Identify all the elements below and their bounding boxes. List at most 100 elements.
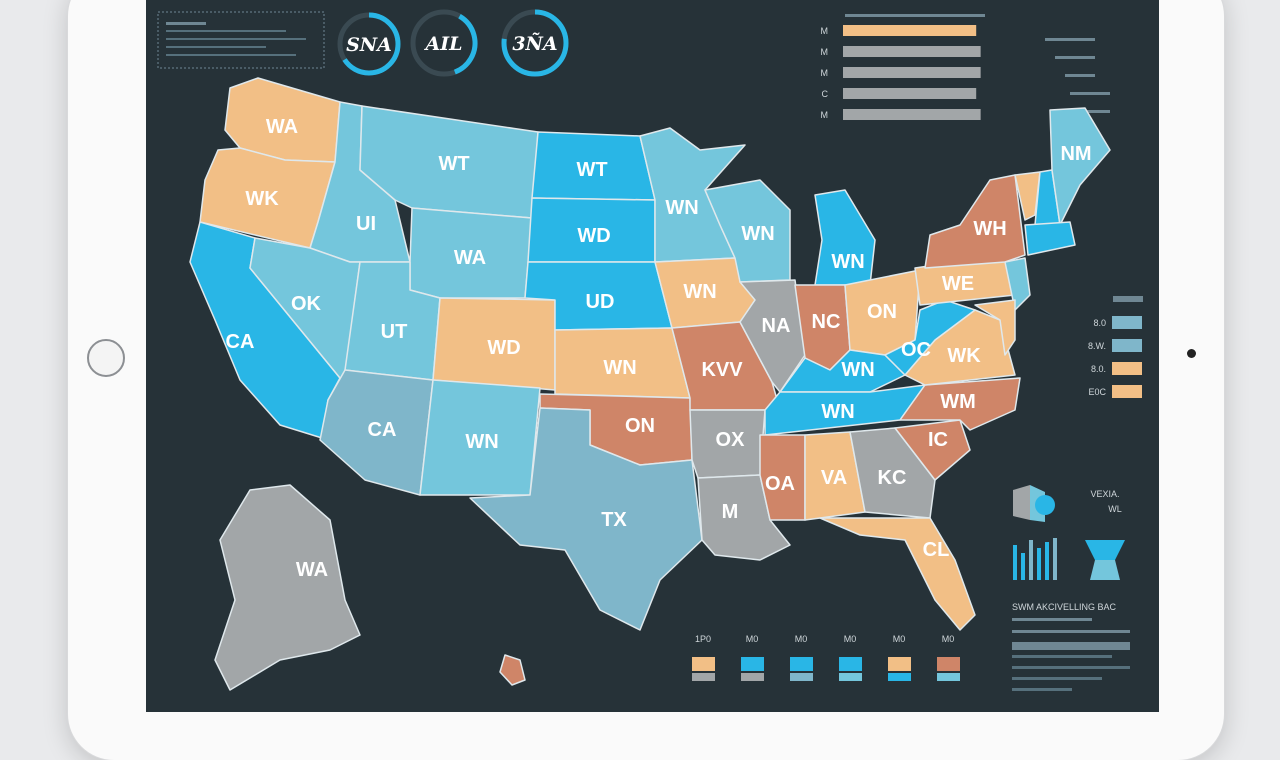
bottom-legend-swatch: [937, 657, 960, 671]
top-right-bar-label: C: [822, 89, 829, 99]
bottom-legend-swatch: [692, 673, 715, 681]
state-label-wy: WA: [454, 247, 486, 269]
bottom-legend-swatch: [937, 673, 960, 681]
right-legend-label: 8.0.: [1091, 364, 1106, 374]
state-label-nc: WM: [940, 391, 976, 413]
state-label-il: NA: [762, 315, 791, 337]
mini-bar-widget: [1013, 538, 1057, 580]
state-label-wa: WA: [266, 116, 298, 138]
state-label-me: NM: [1060, 143, 1091, 165]
state-label-sd: WD: [577, 225, 610, 247]
gauge-1-label: SNA: [346, 34, 392, 56]
camera-icon: [1187, 349, 1196, 358]
top-right-bar: [843, 67, 981, 78]
gauge-1: SNA: [337, 12, 401, 76]
state-labels: WA WK CA UI OK WT WA UT CA WD WN WT WD UD WN ON TX WN WN KV…: [226, 116, 1092, 581]
right-legend-swatch: [1112, 385, 1142, 398]
state-label-ne: UD: [586, 291, 615, 313]
widget-area: VEXIA. WL: [1013, 485, 1125, 580]
state-ak[interactable]: [214, 484, 361, 691]
state-sc[interactable]: [894, 419, 971, 481]
state-label-ok: ON: [625, 415, 655, 437]
top-right-bar-label: M: [821, 47, 829, 57]
top-right-bar: [843, 25, 977, 36]
state-vt[interactable]: [1014, 171, 1041, 221]
top-right-bar-label: M: [821, 110, 829, 120]
state-label-va: WK: [947, 345, 981, 367]
vehicle-sub: WL: [1108, 504, 1122, 514]
state-label-ca: CA: [226, 331, 255, 353]
bottom-legend-label: M0: [893, 634, 906, 644]
state-label-nv: OK: [291, 293, 322, 315]
bottom-legend-label: M0: [844, 634, 857, 644]
bottom-legend-swatch: [839, 673, 862, 681]
bottom-legend-label: M0: [795, 634, 808, 644]
state-label-tn: WN: [821, 401, 854, 423]
gauge-3: 3ÑA: [501, 9, 569, 77]
state-label-ms: OA: [765, 473, 795, 495]
cube-icon: [1013, 485, 1055, 522]
state-label-al: VA: [821, 467, 847, 489]
state-label-sc: IC: [928, 429, 948, 451]
text-block: SWM AKCIVELLING BAC: [1012, 602, 1130, 691]
gauge-3-label: 3ÑA: [512, 32, 557, 55]
state-label-la: M: [722, 501, 739, 523]
tablet-screen: SNA AIL 3ÑA M M M C M 8.0 8.W. 8.0. E0C: [146, 0, 1159, 712]
state-label-or: WK: [245, 188, 279, 210]
right-legend: 8.0 8.W. 8.0. E0C: [1088, 296, 1143, 398]
state-ma[interactable]: [1024, 221, 1076, 256]
state-ny[interactable]: [924, 174, 1026, 269]
bottom-legend-label: 1P0: [695, 634, 711, 644]
bottom-legend-swatch: [741, 673, 764, 681]
state-ga[interactable]: [849, 427, 936, 519]
right-legend-swatch: [1112, 362, 1142, 375]
bottom-legend-swatch: [741, 657, 764, 671]
state-label-ut: UT: [381, 321, 408, 343]
state-label-ak: WA: [296, 559, 328, 581]
right-legend-swatch: [1112, 339, 1142, 352]
state-label-ky: WN: [841, 359, 874, 381]
state-label-ga: KC: [878, 467, 907, 489]
state-wv[interactable]: [884, 299, 976, 376]
bottom-legend-swatch: [790, 657, 813, 671]
state-label-mt: WT: [438, 153, 469, 175]
right-legend-label: 8.0: [1093, 318, 1106, 328]
state-label-ny: WH: [973, 218, 1006, 240]
bottom-legend-label: M0: [746, 634, 759, 644]
vehicle-text: VEXIA.: [1090, 489, 1119, 499]
state-label-oh: ON: [867, 301, 897, 323]
state-label-tx: TX: [601, 509, 627, 531]
state-al[interactable]: [804, 431, 866, 521]
state-label-mn: WN: [665, 197, 698, 219]
top-right-axis: [1045, 38, 1110, 113]
state-label-co: WD: [487, 337, 520, 359]
text-block-heading: SWM AKCIVELLING BAC: [1012, 602, 1117, 612]
right-legend-swatch: [1112, 316, 1142, 329]
gauge-2: AIL: [410, 9, 478, 77]
state-tx[interactable]: [469, 407, 703, 631]
bottom-legend-label: M0: [942, 634, 955, 644]
state-label-az: CA: [368, 419, 397, 441]
state-ms[interactable]: [759, 434, 806, 521]
home-button[interactable]: [87, 339, 125, 377]
state-me[interactable]: [1049, 107, 1111, 226]
bottom-legend-swatch: [888, 657, 911, 671]
state-ky[interactable]: [779, 349, 906, 393]
top-right-bar-chart: M M M C M: [821, 14, 1110, 120]
state-md[interactable]: [974, 299, 1016, 356]
state-label-in: NC: [812, 311, 841, 333]
dashboard-canvas: SNA AIL 3ÑA M M M C M 8.0 8.W. 8.0. E0C: [157, 9, 1143, 691]
state-label-mi: WN: [831, 251, 864, 273]
state-label-wi: WN: [741, 223, 774, 245]
state-hi[interactable]: [499, 654, 526, 686]
bottom-legend-swatch: [888, 673, 911, 681]
top-left-grid-panel: [157, 11, 325, 69]
state-label-ar: OX: [716, 429, 746, 451]
top-right-bar-label: M: [821, 26, 829, 36]
state-label-pa: WE: [942, 273, 974, 295]
state-fl[interactable]: [819, 517, 976, 631]
state-label-ia: WN: [683, 281, 716, 303]
state-nj[interactable]: [1004, 257, 1031, 311]
top-right-bar: [843, 109, 981, 120]
state-label-fl: CL: [923, 539, 950, 561]
